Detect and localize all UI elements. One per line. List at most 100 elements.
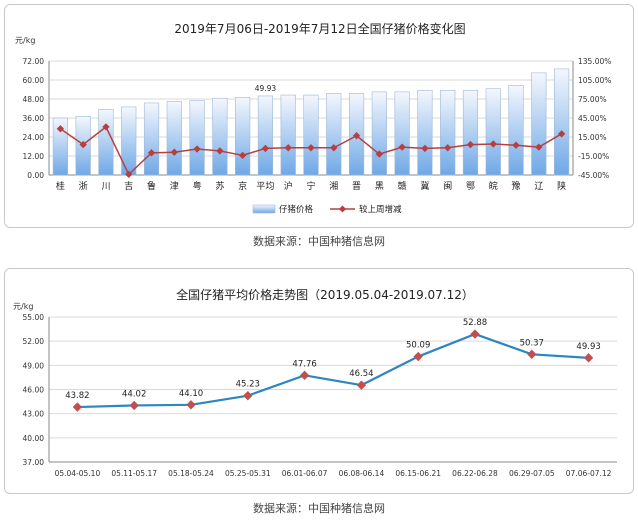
x-tick-label: 鄂 [466, 181, 475, 192]
average-price-point [583, 353, 594, 363]
y-tick-label: 43.00 [23, 410, 45, 419]
data-label: 43.82 [65, 391, 89, 401]
x-tick-label: 湘 [329, 180, 338, 192]
chart-title: 全国仔猪平均价格走势图（2019.05.04-2019.07.12） [176, 287, 474, 302]
change-point [79, 140, 87, 149]
bar [508, 85, 524, 176]
change-point [557, 130, 566, 138]
average-price-point [243, 391, 253, 401]
average-price-point [129, 400, 139, 411]
x-tick-label: 桂 [56, 180, 65, 192]
average-price-trend-chart: 全国仔猪平均价格走势图（2019.05.04-2019.07.12） 元/kg 37… [13, 287, 617, 478]
change-point [216, 147, 224, 155]
x-tick-label: 05.18-05.24 [168, 469, 214, 478]
data-label: 44.02 [122, 389, 146, 399]
average-price-trend-panel: 全国仔猪平均价格走势图（2019.05.04-2019.07.12） 元/kg 37… [4, 268, 634, 494]
x-tick-label: 浙 [79, 180, 88, 192]
y-tick-label: 55.00 [23, 313, 45, 322]
change-point [535, 143, 543, 151]
x-tick-label: 陕 [557, 180, 566, 192]
data-label-average: 49.93 [255, 84, 277, 93]
average-price-point [356, 380, 367, 390]
x-tick-label: 沪 [284, 180, 293, 192]
y-axis-unit: 元/kg [13, 302, 33, 311]
bar [440, 89, 456, 176]
y-tick-label: 37.00 [23, 458, 45, 467]
x-tick-label: 苏 [215, 180, 224, 192]
y-tick-label: 0.00 [27, 171, 44, 180]
average-price-point [527, 349, 537, 359]
x-tick-label: 05.04-05.10 [55, 469, 101, 478]
x-tick-label: 05.25-05.31 [225, 469, 271, 478]
bar [326, 93, 342, 176]
change-point [466, 140, 475, 149]
average-price-point [413, 351, 423, 362]
bar [52, 117, 68, 176]
change-point [238, 151, 247, 160]
y-tick-label: 48.00 [23, 95, 45, 104]
x-tick-label: 黑 [375, 181, 384, 192]
y-tick-label: 60.00 [23, 76, 45, 85]
x-tick-label: 京 [238, 180, 247, 192]
data-label: 46.54 [349, 369, 373, 379]
x-tick-label: 06.15-06.21 [395, 469, 441, 478]
y2-tick-label: 45.00% [578, 114, 607, 123]
x-tick-label: 宁 [306, 180, 315, 192]
chart-title: 2019年7月06日-2019年7月12日全国仔猪价格变化图 [174, 21, 465, 36]
x-tick-label: 吉 [124, 181, 133, 192]
data-label: 44.10 [179, 389, 203, 399]
source-note-2: 数据来源：中国种猪信息网 [253, 502, 385, 515]
bar [485, 88, 501, 176]
y-axis-unit: 元/kg [15, 36, 35, 45]
bar [257, 95, 274, 176]
bar [417, 89, 433, 176]
bar [212, 97, 228, 176]
source-note-1: 数据来源：中国种猪信息网 [253, 235, 385, 248]
y2-tick-label: 135.00% [578, 57, 611, 66]
x-tick-label: 05.11-05.17 [111, 469, 157, 478]
y2-tick-label: -15.00% [578, 152, 609, 161]
bar [554, 68, 570, 176]
x-tick-label: 冀 [420, 180, 429, 192]
data-label: 50.09 [406, 341, 430, 351]
data-label: 52.88 [463, 318, 487, 328]
x-tick-label: 06.22-06.28 [452, 469, 498, 478]
x-tick-label: 闽 [443, 180, 452, 192]
data-label: 50.37 [520, 338, 544, 348]
average-price-point [72, 402, 83, 412]
x-tick-label: 粤 [193, 180, 202, 192]
y2-tick-label: 105.00% [578, 76, 611, 85]
legend-swatch-price [252, 204, 276, 214]
x-tick-label: 津 [170, 181, 179, 192]
average-price-point [299, 370, 310, 380]
y2-tick-label: 75.00% [578, 95, 607, 104]
average-price-point [470, 329, 480, 339]
x-tick-label: 平均 [256, 180, 274, 192]
legend-label-change: 较上周增减 [359, 204, 402, 215]
y-tick-label: 36.00 [23, 114, 45, 123]
x-tick-label: 鲁 [147, 180, 156, 192]
x-tick-label: 皖 [489, 180, 498, 192]
x-tick-label: 辽 [534, 181, 543, 192]
y-tick-label: 49.00 [23, 361, 45, 370]
change-point [352, 132, 361, 140]
x-tick-label: 07.06-07.12 [566, 469, 612, 478]
bar [166, 101, 182, 176]
legend-marker-change [338, 205, 347, 213]
data-label: 47.76 [292, 359, 316, 369]
bar [98, 108, 114, 176]
bar [189, 100, 205, 176]
bar [394, 91, 410, 176]
change-point [375, 150, 384, 158]
x-tick-label: 06.08-06.14 [339, 469, 385, 478]
y-tick-label: 46.00 [23, 386, 45, 395]
average-price-line [77, 332, 589, 409]
x-tick-label: 06.29-07.05 [509, 469, 555, 478]
y2-tick-label: -45.00% [578, 171, 609, 180]
y-tick-label: 72.00 [23, 57, 45, 66]
y-tick-label: 52.00 [23, 337, 45, 346]
y-tick-label: 40.00 [23, 434, 45, 443]
bar [303, 94, 319, 176]
data-label: 45.23 [236, 380, 260, 390]
